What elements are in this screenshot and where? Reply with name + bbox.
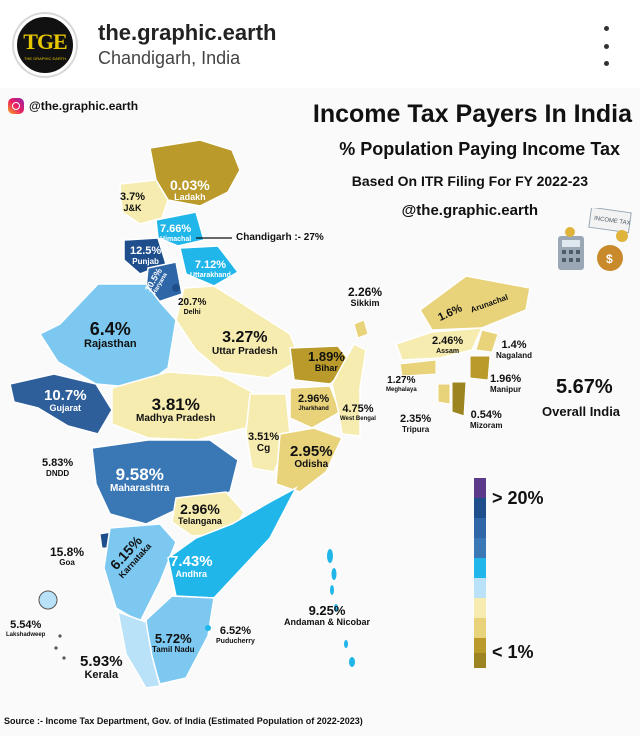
region-odisha bbox=[275, 427, 344, 493]
more-dot-icon bbox=[603, 61, 609, 66]
region-uttarakhand bbox=[179, 245, 240, 287]
region-assam bbox=[395, 327, 484, 361]
label-goa: 15.8% Goa bbox=[50, 545, 85, 567]
more-options-button[interactable] bbox=[598, 26, 614, 66]
region-gujarat bbox=[9, 373, 113, 435]
label-mp: 3.81% Madhya Pradesh bbox=[136, 395, 216, 424]
label-meghalaya: 1.27% Meghalaya bbox=[386, 375, 417, 393]
region-rajasthan bbox=[38, 283, 177, 389]
region-nagaland bbox=[475, 329, 499, 353]
label-himachal: 7.66% Himachal bbox=[160, 223, 192, 243]
region-himachal bbox=[155, 211, 205, 247]
label-uttarakhand: 7.12% Uttarakhand bbox=[190, 259, 231, 279]
post-header: TGE THE GRAPHIC EARTH the.graphic.earth … bbox=[0, 0, 640, 88]
label-assam: 2.46% Assam bbox=[432, 335, 464, 355]
poster-subtitle: % Population Paying Income Tax bbox=[339, 139, 620, 159]
label-nagaland: 1.4% Nagaland bbox=[496, 339, 533, 360]
poster-subtitle-2: Based On ITR Filing For FY 2022-23 bbox=[351, 173, 588, 189]
account-name[interactable]: the.graphic.earth bbox=[98, 20, 277, 45]
svg-text:$: $ bbox=[606, 252, 613, 266]
region-tripura bbox=[437, 383, 451, 405]
label-gujarat: 10.7% Gujarat bbox=[44, 387, 87, 413]
label-andhra: 7.43% Andhra bbox=[170, 553, 213, 579]
region-mizoram bbox=[451, 381, 467, 417]
instagram-icon bbox=[8, 98, 24, 114]
overall-india-value: 5.67% bbox=[556, 376, 613, 398]
account-avatar[interactable]: TGE THE GRAPHIC EARTH bbox=[14, 14, 76, 76]
label-rajasthan: 6.4% Rajasthan bbox=[84, 319, 137, 350]
label-mizoram: 0.54% Mizoram bbox=[470, 409, 503, 430]
label-bihar: 1.89% Bihar bbox=[308, 349, 345, 373]
poster-title: Income Tax Payers In India bbox=[312, 100, 632, 128]
overall-india-label: Overall India bbox=[542, 404, 621, 419]
label-up: 3.27% Uttar Pradesh bbox=[212, 329, 278, 357]
label-maharashtra: 9.58% Maharashtra bbox=[110, 465, 170, 494]
region-puducherry bbox=[205, 625, 211, 631]
label-tamilnadu: 5.72% Tamil Nadu bbox=[152, 631, 195, 654]
more-dot-icon bbox=[603, 26, 609, 31]
label-andaman: 9.25% Andaman & Nicobar bbox=[284, 603, 371, 627]
label-puducherry: 6.52% Puducherry bbox=[216, 625, 255, 645]
label-lakshadweep: 5.54% Lakshadweep bbox=[6, 619, 46, 638]
region-jharkhand bbox=[289, 385, 341, 429]
chandigarh-note: Chandigarh :- 27% bbox=[236, 232, 324, 243]
poster-handle: @the.graphic.earth bbox=[401, 202, 538, 219]
avatar-logo-subtext: THE GRAPHIC EARTH bbox=[24, 56, 66, 61]
region-karnataka bbox=[103, 523, 177, 624]
legend-top-label: > 20% bbox=[492, 488, 544, 508]
label-wb: 4.75% West Bengal bbox=[340, 403, 376, 422]
svg-text:INCOME TAX: INCOME TAX bbox=[594, 216, 631, 227]
source-note: Source :- Income Tax Department, Gov. of… bbox=[4, 716, 363, 726]
region-up bbox=[175, 285, 301, 379]
region-delhi bbox=[172, 284, 180, 292]
label-sikkim: 2.26% Sikkim bbox=[348, 285, 383, 308]
label-dndd: 5.83% DNDD bbox=[42, 457, 74, 478]
account-location[interactable]: Chandigarh, India bbox=[98, 48, 241, 68]
more-dot-icon bbox=[603, 43, 609, 49]
label-cg: 3.51% Cg bbox=[248, 431, 280, 454]
label-kerala: 5.93% Kerala bbox=[80, 653, 123, 681]
region-jk bbox=[119, 179, 169, 225]
region-manipur bbox=[469, 355, 491, 381]
label-tripura: 2.35% Tripura bbox=[400, 413, 432, 434]
label-manipur: 1.96% Manipur bbox=[490, 373, 522, 394]
region-lakshadweep bbox=[38, 590, 58, 610]
label-delhi: 20.7% Delhi bbox=[178, 297, 207, 316]
legend-bottom-label: < 1% bbox=[492, 642, 534, 662]
label-punjab: 12.5% Punjab bbox=[130, 245, 162, 266]
income-tax-icon: INCOME TAX $ bbox=[558, 208, 632, 271]
label-telangana: 2.96% Telangana bbox=[178, 501, 222, 526]
instagram-handle: @the.graphic.earth bbox=[8, 98, 138, 114]
region-sikkim bbox=[353, 319, 369, 339]
avatar-logo-text: TGE bbox=[23, 29, 67, 54]
region-wb bbox=[331, 343, 367, 437]
region-andaman bbox=[327, 549, 355, 667]
legend-color-scale bbox=[474, 478, 486, 668]
instagram-handle-text: @the.graphic.earth bbox=[29, 99, 139, 113]
label-ladakh: 0.03% Ladakh bbox=[170, 177, 210, 202]
label-odisha: 2.95% Odisha bbox=[290, 443, 333, 470]
region-arunachal bbox=[419, 275, 531, 331]
region-kerala bbox=[117, 610, 161, 689]
india-map bbox=[9, 139, 531, 689]
label-jk: 3.7% J&K bbox=[120, 191, 146, 213]
region-meghalaya bbox=[399, 359, 437, 377]
map-poster: @the.graphic.earth Income Tax Payers In … bbox=[0, 88, 640, 736]
label-jharkhand: 2.96% Jharkhand bbox=[298, 393, 330, 412]
